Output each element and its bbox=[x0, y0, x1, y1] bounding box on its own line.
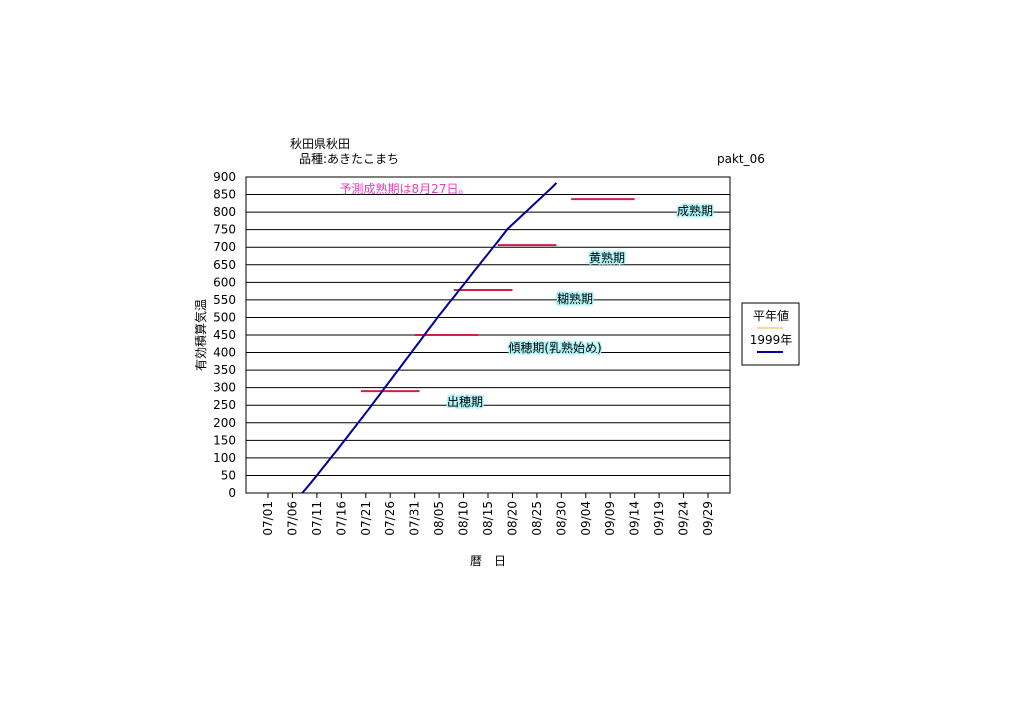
legend-label: 平年値 bbox=[753, 308, 789, 323]
y-tick-label: 200 bbox=[213, 416, 236, 430]
data-line bbox=[301, 182, 558, 494]
stage-label: 糊熟期 bbox=[557, 291, 593, 306]
x-tick-label: 08/30 bbox=[554, 501, 568, 536]
annotation: 予測成熟期は8月27日。 bbox=[340, 181, 471, 196]
x-tick-label: 09/04 bbox=[579, 501, 593, 536]
y-tick-label: 850 bbox=[213, 188, 236, 202]
y-tick-label: 300 bbox=[213, 381, 236, 395]
chart-subtitle: 品種:あきたこまち bbox=[299, 152, 399, 166]
y-tick-label: 400 bbox=[213, 346, 236, 360]
y-tick-label: 700 bbox=[213, 240, 236, 254]
stage-label: 傾穂期(乳熟始め) bbox=[508, 340, 601, 355]
x-tick-label: 09/19 bbox=[652, 501, 666, 536]
y-tick-label: 250 bbox=[213, 398, 236, 412]
y-tick-label: 900 bbox=[213, 170, 236, 184]
chart-title: 秋田県秋田 bbox=[290, 137, 350, 151]
y-tick-label: 450 bbox=[213, 328, 236, 342]
x-tick-label: 07/16 bbox=[334, 501, 348, 536]
y-tick-label: 500 bbox=[213, 310, 236, 324]
y-tick-label: 750 bbox=[213, 223, 236, 237]
x-tick-label: 08/15 bbox=[481, 501, 495, 536]
x-tick-label: 08/20 bbox=[505, 501, 519, 536]
x-tick-label: 08/25 bbox=[530, 501, 544, 536]
x-tick-label: 07/11 bbox=[310, 501, 324, 536]
x-tick-label: 07/31 bbox=[408, 501, 422, 536]
x-tick-label: 09/09 bbox=[603, 501, 617, 536]
x-tick-label: 08/05 bbox=[432, 501, 446, 536]
y-tick-label: 150 bbox=[213, 433, 236, 447]
x-axis-label: 暦 日 bbox=[470, 554, 506, 568]
x-tick-label: 09/14 bbox=[628, 501, 642, 536]
stage-label: 出穂期 bbox=[447, 395, 483, 409]
x-tick-label: 08/10 bbox=[457, 501, 471, 536]
stage-label: 成熟期 bbox=[677, 203, 713, 218]
y-tick-label: 600 bbox=[213, 275, 236, 289]
x-tick-label: 07/01 bbox=[261, 501, 275, 536]
chart-code: pakt_06 bbox=[717, 152, 765, 166]
y-tick-label: 800 bbox=[213, 205, 236, 219]
legend-box bbox=[741, 302, 800, 366]
x-tick-label: 07/26 bbox=[383, 501, 397, 536]
y-axis-label: 有効積算気温 bbox=[193, 299, 208, 371]
y-tick-label: 650 bbox=[213, 258, 236, 272]
y-tick-label: 50 bbox=[221, 468, 236, 482]
stage-label: 黄熟期 bbox=[589, 250, 625, 265]
y-tick-label: 0 bbox=[228, 486, 236, 500]
x-tick-label: 09/24 bbox=[677, 501, 691, 536]
x-tick-label: 09/29 bbox=[701, 501, 715, 536]
legend-label: 1999年 bbox=[750, 333, 793, 347]
y-tick-label: 350 bbox=[213, 363, 236, 377]
x-tick-label: 07/21 bbox=[359, 501, 373, 536]
x-tick-label: 07/06 bbox=[285, 501, 299, 536]
y-tick-label: 550 bbox=[213, 293, 236, 307]
y-tick-label: 100 bbox=[213, 451, 236, 465]
